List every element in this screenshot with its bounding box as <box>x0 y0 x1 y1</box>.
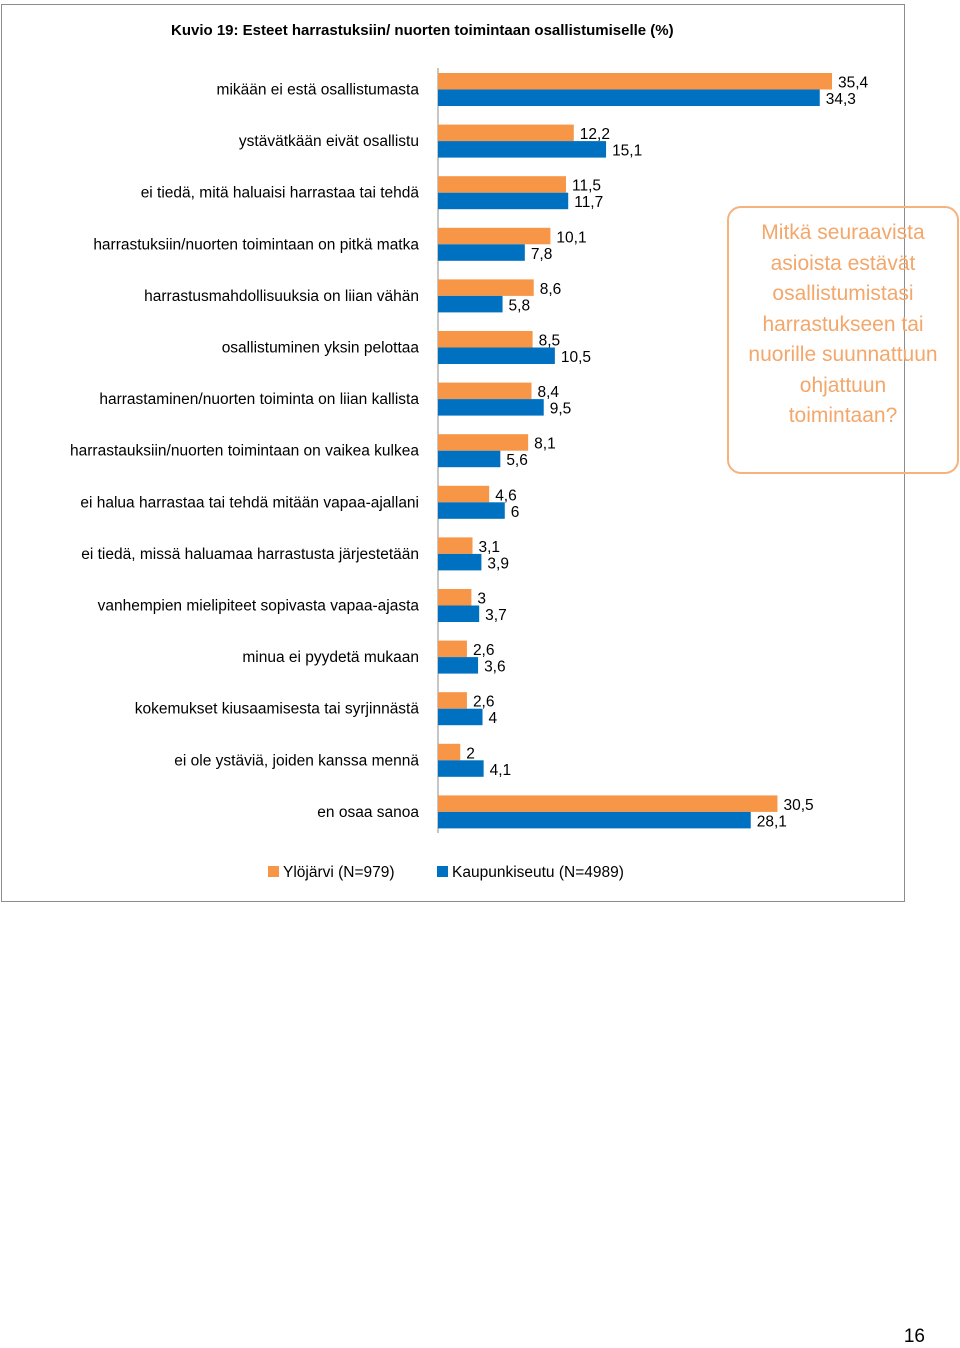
data-label: 3,6 <box>484 659 506 676</box>
bar-kaupunkiseutu <box>438 399 544 416</box>
data-label: 11,5 <box>572 178 601 195</box>
bar-ylojarvi <box>438 795 778 812</box>
bar-kaupunkiseutu <box>438 605 480 622</box>
data-label: 35,4 <box>838 75 869 92</box>
bar-kaupunkiseutu <box>438 657 479 674</box>
category-label: ystävätkään eivät osallistu <box>239 133 419 150</box>
category-label: en osaa sanoa <box>317 804 419 821</box>
bar-kaupunkiseutu <box>438 450 501 468</box>
category-label: ei tiedä, missä haluamaa harrastusta jär… <box>81 546 419 563</box>
bar-kaupunkiseutu <box>438 295 503 313</box>
bar-ylojarvi <box>438 743 461 761</box>
data-label: 4 <box>489 710 498 727</box>
category-label: kokemukset kiusaamisesta tai syrjinnästä <box>135 701 420 718</box>
data-label: 8,5 <box>539 333 561 350</box>
bar-kaupunkiseutu <box>438 811 751 829</box>
data-label: 34,3 <box>826 91 856 108</box>
bar-ylojarvi <box>438 73 833 90</box>
bar-kaupunkiseutu <box>438 141 607 158</box>
bar-kaupunkiseutu <box>438 89 820 106</box>
bar-ylojarvi <box>438 382 532 400</box>
data-label: 3 <box>477 591 486 608</box>
data-label: 11,7 <box>574 194 603 211</box>
data-label: 3,1 <box>479 539 501 556</box>
legend-swatch-kaupunkiseutu <box>437 866 448 877</box>
bar-ylojarvi <box>438 434 529 451</box>
category-label: ei tiedä, mitä haluaisi harrastaa tai te… <box>141 185 420 202</box>
legend-label: Kaupunkiseutu (N=4989) <box>452 864 624 881</box>
bar-ylojarvi <box>438 485 490 503</box>
bar-ylojarvi <box>438 640 467 658</box>
bar-kaupunkiseutu <box>438 708 483 726</box>
data-label: 5,8 <box>509 297 531 314</box>
data-label: 8,6 <box>540 281 562 298</box>
bar-kaupunkiseutu <box>438 244 525 261</box>
page-number: 16 <box>903 1326 925 1347</box>
category-label: harrastusmahdollisuuksia on liian vähän <box>144 288 419 305</box>
data-label: 3,9 <box>487 555 509 572</box>
data-label: 6 <box>511 504 520 521</box>
chart-frame <box>1 4 905 902</box>
category-label: vanhempien mielipiteet sopivasta vapaa-a… <box>98 598 420 615</box>
bar-kaupunkiseutu <box>438 553 482 571</box>
data-label: 2,6 <box>473 642 495 659</box>
bar-kaupunkiseutu <box>438 192 569 210</box>
bar-ylojarvi <box>438 124 574 142</box>
data-label: 2 <box>466 745 475 762</box>
bar-ylojarvi <box>438 537 473 554</box>
bar-kaupunkiseutu <box>438 347 555 364</box>
data-label: 3,7 <box>485 607 507 624</box>
category-label: minua ei pyydetä mukaan <box>242 649 419 666</box>
bar-ylojarvi <box>438 176 566 193</box>
data-label: 8,4 <box>537 384 559 401</box>
data-label: 15,1 <box>612 143 642 160</box>
legend-swatch-ylojarvi <box>268 866 279 877</box>
bar-ylojarvi <box>438 279 534 296</box>
category-label: mikään ei estä osallistumasta <box>217 82 420 99</box>
data-label: 12,2 <box>580 126 610 143</box>
data-label: 30,5 <box>783 797 813 814</box>
chart: Kuvio 19: Esteet harrastuksiin/ nuorten … <box>70 22 869 881</box>
category-label: harrastuksiin/nuorten toimintaan on pitk… <box>93 236 419 253</box>
data-label: 4,6 <box>495 487 517 504</box>
data-label: 7,8 <box>531 246 553 263</box>
bar-ylojarvi <box>438 227 551 245</box>
category-label: ei ole ystäviä, joiden kanssa mennä <box>174 752 419 769</box>
legend-label: Ylöjärvi (N=979) <box>283 864 395 881</box>
category-label: harrastauksiin/nuorten toimintaan on vai… <box>70 443 419 460</box>
bar-ylojarvi <box>438 331 533 348</box>
data-label: 10,5 <box>561 349 591 366</box>
category-label: osallistuminen yksin pelottaa <box>222 340 420 357</box>
data-label: 28,1 <box>757 813 787 830</box>
data-label: 10,1 <box>556 229 586 246</box>
category-label: harrastaminen/nuorten toiminta on liian … <box>99 391 419 408</box>
data-label: 8,1 <box>534 436 556 453</box>
bar-ylojarvi <box>438 692 467 709</box>
data-label: 4,1 <box>490 762 512 779</box>
chart-title: Kuvio 19: Esteet harrastuksiin/ nuorten … <box>171 22 674 39</box>
data-label: 5,6 <box>506 452 528 469</box>
callout-question: Mitkä seuraavista asioista estävät osall… <box>727 206 959 474</box>
bar-kaupunkiseutu <box>438 502 505 519</box>
data-label: 2,6 <box>473 694 495 711</box>
bar-kaupunkiseutu <box>438 760 484 777</box>
data-label: 9,5 <box>550 401 572 418</box>
bar-ylojarvi <box>438 589 472 606</box>
category-label: ei halua harrastaa tai tehdä mitään vapa… <box>80 494 419 511</box>
